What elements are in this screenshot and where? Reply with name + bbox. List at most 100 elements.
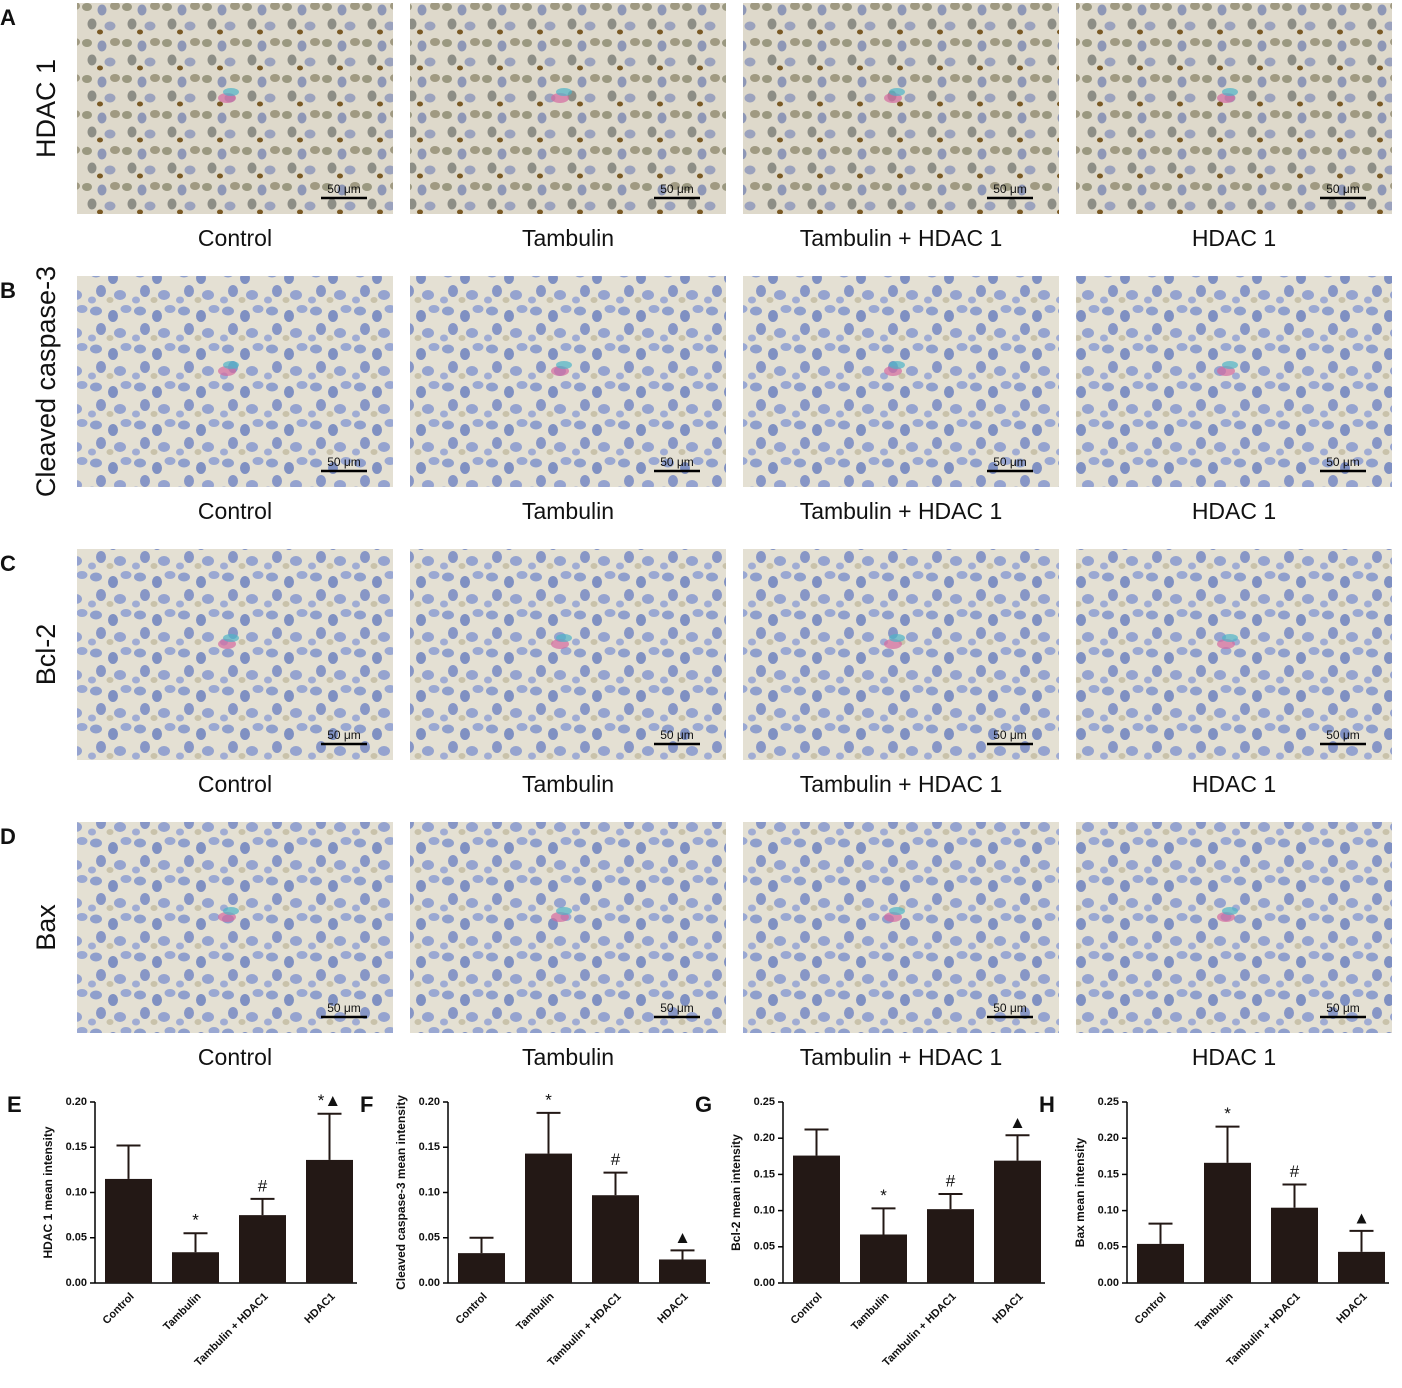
panel-letter: E [7, 1092, 22, 1117]
y-tick-label: 0.00 [1098, 1277, 1119, 1289]
panel-letter: H [1039, 1092, 1055, 1117]
y-tick-label: 0.00 [754, 1277, 775, 1289]
panel-letter: C [0, 551, 16, 576]
column-label: Tambulin + HDAC 1 [800, 1044, 1003, 1070]
micrograph [743, 549, 1059, 760]
panel-letter: D [0, 824, 16, 849]
micrograph [410, 276, 726, 487]
micrograph [410, 3, 726, 214]
significance-mark: *▲ [318, 1091, 341, 1110]
y-tick-label: 0.10 [754, 1205, 775, 1217]
x-tick-label: Tambulin + HDAC1 [1225, 1291, 1303, 1369]
y-axis-label: Bax mean intensity [1073, 1137, 1087, 1247]
micrograph-artifact [1222, 88, 1238, 96]
bar [306, 1159, 353, 1283]
y-axis-label: Cleaved caspase-3 mean intensity [394, 1095, 408, 1290]
bar [793, 1155, 840, 1283]
bar [592, 1195, 639, 1283]
column-label: Tambulin [522, 771, 614, 797]
scale-bar-label: 50 μm [993, 1001, 1027, 1015]
scale-bar-label: 50 μm [1326, 728, 1360, 742]
scale-bar-label: 50 μm [660, 182, 694, 196]
x-tick-label: Tambulin [514, 1290, 557, 1333]
bar [1271, 1207, 1318, 1283]
y-tick-label: 0.10 [419, 1186, 440, 1198]
column-label: HDAC 1 [1192, 771, 1276, 797]
column-label: Tambulin + HDAC 1 [800, 498, 1003, 524]
x-tick-label: Control [101, 1291, 137, 1327]
y-tick-label: 0.25 [754, 1096, 775, 1108]
x-tick-label: Tambulin [849, 1290, 892, 1333]
bar [994, 1160, 1041, 1283]
y-tick-label: 0.20 [419, 1096, 440, 1108]
panel-letter: F [360, 1092, 373, 1117]
row-label: Cleaved caspase-3 [31, 266, 61, 497]
micrograph-artifact [1222, 907, 1238, 915]
significance-mark: # [611, 1150, 621, 1169]
y-tick-label: 0.20 [754, 1132, 775, 1144]
significance-mark: ▲ [674, 1228, 691, 1247]
significance-mark: * [545, 1090, 552, 1109]
micrograph [77, 549, 393, 760]
y-tick-label: 0.15 [1098, 1168, 1119, 1180]
micrograph-artifact [556, 361, 572, 369]
column-label: Tambulin [522, 1044, 614, 1070]
significance-mark: * [1224, 1104, 1231, 1123]
scale-bar-label: 50 μm [1326, 182, 1360, 196]
x-tick-label: HDAC1 [655, 1291, 690, 1326]
y-tick-label: 0.00 [419, 1277, 440, 1289]
column-label: Tambulin [522, 225, 614, 251]
y-axis-label: Bcl-2 mean intensity [729, 1134, 743, 1251]
scale-bar-label: 50 μm [327, 728, 361, 742]
scale-bar-label: 50 μm [660, 728, 694, 742]
micrograph-artifact [1222, 634, 1238, 642]
bar [1137, 1243, 1184, 1283]
y-tick-label: 0.20 [1098, 1132, 1119, 1144]
column-label: Control [198, 1044, 272, 1070]
y-tick-label: 0.15 [754, 1168, 775, 1180]
y-tick-label: 0.10 [66, 1186, 87, 1198]
micrograph [77, 3, 393, 214]
x-tick-label: Tambulin [1193, 1290, 1236, 1333]
x-tick-label: HDAC1 [1334, 1291, 1369, 1326]
scale-bar-label: 50 μm [1326, 1001, 1360, 1015]
micrograph [1076, 549, 1392, 760]
micrograph [1076, 276, 1392, 487]
y-axis-label: HDAC 1 mean intensity [41, 1126, 55, 1258]
bar [172, 1252, 219, 1283]
y-tick-label: 0.10 [1098, 1205, 1119, 1217]
column-label: Control [198, 771, 272, 797]
significance-mark: * [880, 1186, 887, 1205]
column-label: Control [198, 498, 272, 524]
bar [927, 1209, 974, 1283]
micrograph [743, 822, 1059, 1033]
micrograph-artifact [889, 907, 905, 915]
significance-mark: * [192, 1211, 199, 1230]
micrograph [77, 276, 393, 487]
panel-letter: A [0, 5, 16, 30]
x-tick-label: Control [1133, 1291, 1169, 1327]
scale-bar-label: 50 μm [1326, 455, 1360, 469]
y-tick-label: 0.15 [419, 1141, 440, 1153]
micrograph-artifact [889, 88, 905, 96]
scale-bar-label: 50 μm [327, 1001, 361, 1015]
x-tick-label: Tambulin + HDAC1 [546, 1291, 624, 1369]
row-label: Bax [31, 904, 61, 951]
scale-bar-label: 50 μm [660, 1001, 694, 1015]
x-tick-label: HDAC1 [302, 1291, 337, 1326]
bar [659, 1259, 706, 1283]
bar [860, 1234, 907, 1283]
micrograph [1076, 3, 1392, 214]
scale-bar-label: 50 μm [327, 182, 361, 196]
y-tick-label: 0.25 [1098, 1096, 1119, 1108]
significance-mark: ▲ [1353, 1208, 1370, 1227]
significance-mark: # [946, 1171, 956, 1190]
scale-bar-label: 50 μm [993, 455, 1027, 469]
micrograph-artifact [889, 634, 905, 642]
micrograph [743, 3, 1059, 214]
bar [1204, 1162, 1251, 1283]
y-tick-label: 0.05 [754, 1241, 775, 1253]
y-tick-label: 0.20 [66, 1096, 87, 1108]
column-label: Tambulin + HDAC 1 [800, 771, 1003, 797]
